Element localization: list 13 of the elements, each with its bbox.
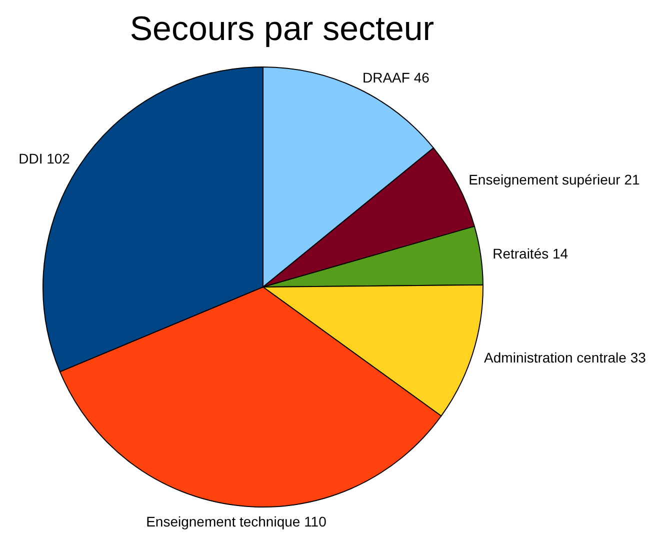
- data-label: 46: [414, 69, 430, 86]
- chart-title: Secours par secteur: [130, 10, 434, 48]
- slice-label: Administration centrale: [484, 349, 630, 366]
- data-label: 14: [552, 246, 568, 262]
- slice-label: DDI: [18, 150, 47, 166]
- data-label: 110: [304, 513, 327, 530]
- slice-label: Enseignement supérieur: [468, 171, 624, 188]
- data-label: 33: [630, 349, 646, 366]
- slice-label: Enseignement technique: [146, 513, 304, 530]
- slice-label: DRAAF: [362, 69, 414, 86]
- data-label: 21: [624, 171, 640, 188]
- data-label: 102: [46, 150, 70, 166]
- slice-label: Retraités: [492, 246, 552, 262]
